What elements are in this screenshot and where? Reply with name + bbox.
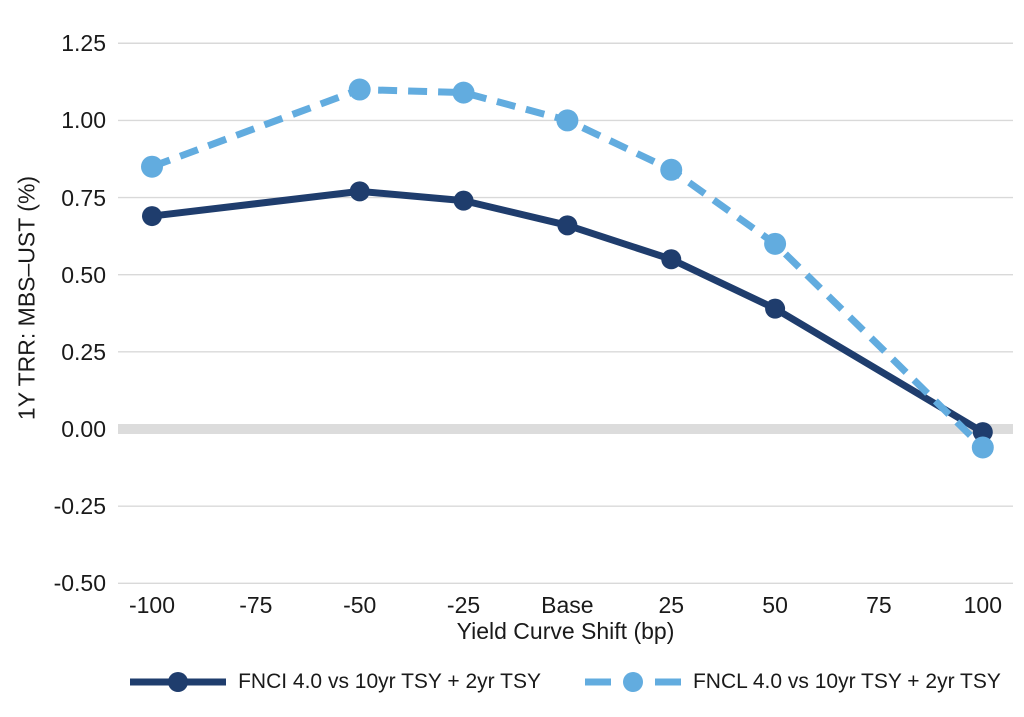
y-tick-label: 0.75 (61, 184, 106, 211)
data-point-fnci (453, 190, 474, 211)
legend-label-fncl: FNCL 4.0 vs 10yr TSY + 2yr TSY (692, 670, 1001, 693)
plot-area (118, 42, 1013, 584)
legend-label-fnci: FNCI 4.0 vs 10yr TSY + 2yr TSY (238, 670, 541, 693)
legend-item-fncl: FNCL 4.0 vs 10yr TSY + 2yr TSY (584, 669, 1001, 695)
y-tick-label: -0.25 (53, 493, 106, 520)
data-point-fncl (971, 436, 994, 459)
legend-swatch-fnci-solid-line-icon (130, 672, 227, 692)
y-tick-label: 0.25 (61, 338, 106, 365)
legend-item-fnci: FNCI 4.0 vs 10yr TSY + 2yr TSY (130, 669, 541, 695)
data-point-fnci (972, 422, 993, 443)
y-tick-label: 1.00 (61, 107, 106, 134)
data-point-fncl (452, 81, 475, 104)
x-tick-label: -100 (128, 592, 176, 618)
y-tick-label: 0.00 (61, 416, 106, 442)
x-tick-label: 100 (963, 592, 1002, 618)
y-tick-label: 1.25 (61, 30, 106, 57)
data-point-fncl (556, 109, 579, 132)
x-axis-title: Yield Curve Shift (bp) (456, 618, 675, 644)
x-tick-label: -25 (446, 592, 481, 618)
x-tick-label: -75 (239, 592, 273, 618)
data-point-fnci (349, 181, 370, 202)
x-tick-label: 25 (658, 592, 685, 618)
x-tick-label: Base (541, 592, 594, 618)
series-line-fncl (150, 86, 986, 451)
data-point-fnci (661, 249, 682, 270)
data-point-fncl (141, 155, 163, 178)
legend-swatch-fncl-dashed-line-icon (584, 672, 681, 692)
data-point-fncl (764, 232, 787, 255)
x-tick-label: 75 (866, 592, 892, 618)
y-axis-title: 1Y TRR: MBS–UST (%) (13, 175, 40, 421)
data-point-fncl (348, 78, 371, 101)
data-point-fnci (765, 298, 786, 319)
y-tick-label: -0.50 (53, 570, 106, 597)
y-tick-label: 0.50 (61, 261, 106, 288)
x-tick-label: -50 (343, 592, 377, 618)
zero-line-band (118, 424, 1013, 434)
chart-legend: FNCI 4.0 vs 10yr TSY + 2yr TSY FNCL 4.0 … (118, 663, 1013, 701)
x-tick-label: 50 (762, 592, 788, 618)
data-point-fnci (557, 215, 578, 236)
data-point-fnci (142, 206, 162, 227)
data-point-fncl (660, 158, 683, 181)
